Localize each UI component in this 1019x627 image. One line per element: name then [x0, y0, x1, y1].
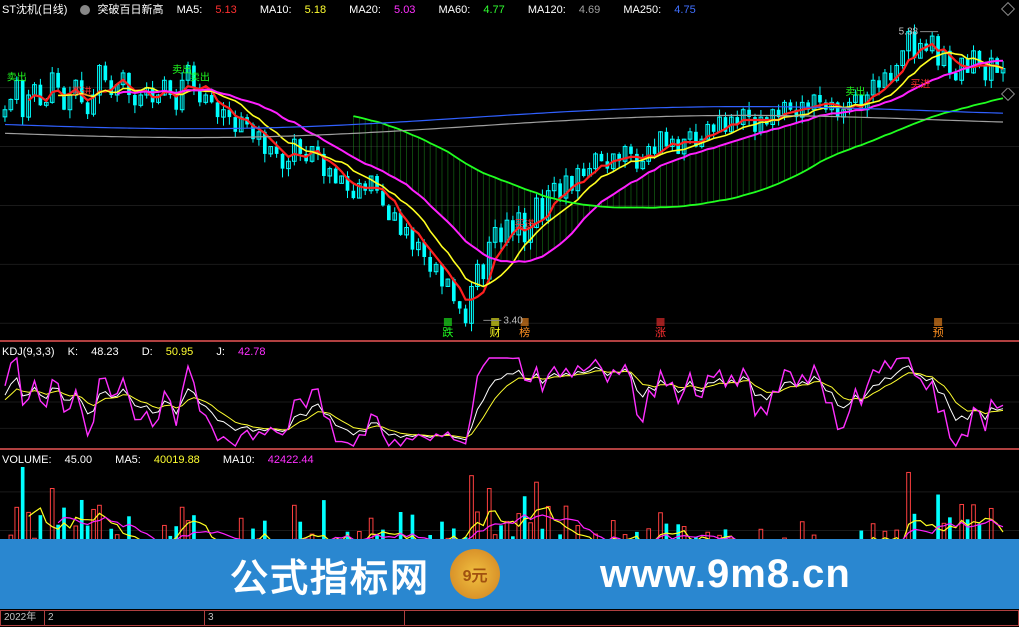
stock-title: ST沈机(日线): [2, 4, 67, 16]
signal-name: 突破百日新高: [98, 4, 164, 16]
timeline-axis[interactable]: 2022年 2 3: [0, 610, 1019, 626]
kdj-d: D: 50.95: [142, 346, 204, 358]
svg-text:3.40: 3.40: [503, 315, 523, 326]
svg-text:卖出: 卖出: [7, 70, 27, 83]
vol-ma10: MA10: 42422.44: [223, 454, 324, 466]
watermark-banner: 公式指标网 9元 www.9m8.cn: [0, 539, 1019, 609]
ma5-label: MA5: 5.13: [177, 4, 247, 16]
main-panel-header: ST沈机(日线) 突破百日新高 MA5: 5.13 MA10: 5.18 MA2…: [2, 1, 716, 17]
banner-site-name: 公式指标网: [230, 547, 430, 602]
chart-svg[interactable]: 卖出买进卖出卖出买进卖出买进跌财榜涨预 5.383.40: [0, 0, 1019, 627]
kdj-k: K: 48.23: [68, 346, 129, 358]
ma250-label: MA250: 4.75: [623, 4, 705, 16]
check-icon: [80, 5, 90, 15]
ma10-label: MA10: 5.18: [260, 4, 336, 16]
kdj-j: J: 42.78: [216, 346, 275, 358]
timeline-m1: 2: [45, 611, 205, 625]
svg-text:财: 财: [490, 325, 501, 339]
svg-text:卖出: 卖出: [845, 85, 865, 98]
svg-text:跌: 跌: [442, 325, 453, 339]
stock-chart-screen: ST沈机(日线) 突破百日新高 MA5: 5.13 MA10: 5.18 MA2…: [0, 0, 1019, 627]
vol-title: VOLUME: 45.00: [2, 454, 102, 466]
ma120-label: MA120: 4.69: [528, 4, 610, 16]
svg-text:榜: 榜: [519, 325, 530, 339]
ma60-label: MA60: 4.77: [439, 4, 515, 16]
vol-ma5: MA5: 40019.88: [115, 454, 210, 466]
volume-panel-header: VOLUME: 45.00 MA5: 40019.88 MA10: 42422.…: [2, 454, 334, 466]
timeline-m2: 3: [205, 611, 405, 625]
kdj-panel-header: KDJ(9,3,3) K: 48.23 D: 50.95 J: 42.78: [2, 346, 286, 358]
svg-text:买进: 买进: [72, 86, 92, 98]
svg-text:买进: 买进: [515, 219, 535, 231]
svg-text:预: 预: [933, 326, 944, 339]
svg-text:涨: 涨: [655, 326, 666, 339]
banner-url: www.9m8.cn: [600, 552, 851, 597]
banner-logo-icon: 9元: [450, 549, 500, 599]
timeline-year: 2022年: [1, 611, 45, 625]
ma20-label: MA20: 5.03: [349, 4, 425, 16]
svg-text:5.38: 5.38: [899, 27, 919, 38]
svg-text:买进: 买进: [910, 79, 930, 91]
svg-text:卖出: 卖出: [190, 70, 210, 83]
kdj-title: KDJ(9,3,3): [2, 346, 55, 358]
